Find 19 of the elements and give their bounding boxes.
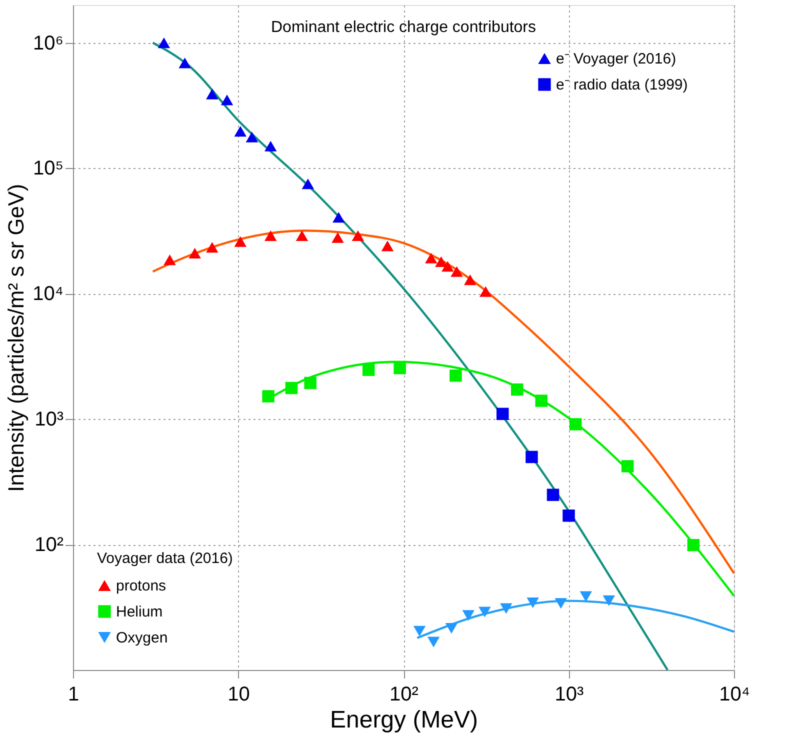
x-tick-label: 10 xyxy=(228,684,250,706)
x-tick-label: 10³ xyxy=(554,684,584,706)
text: Dominant electric charge contributors xyxy=(270,19,536,36)
y-tick-label: 10³ xyxy=(34,408,64,431)
x-axis-title: Energy (MeV) xyxy=(330,706,478,734)
y-tick-label: 10⁵ xyxy=(32,158,64,180)
x-tick-label: 10² xyxy=(390,684,419,706)
legend-label: protons xyxy=(116,578,166,594)
legend-label: e⁻ radio data (1999) xyxy=(556,76,688,94)
legend-label: Helium xyxy=(116,604,163,620)
x-tick-label: 10⁴ xyxy=(719,684,750,706)
x-tick-label: 1 xyxy=(68,684,80,706)
y-tick-label: 10⁶ xyxy=(33,32,64,54)
legend-label: e⁻ Voyager (2016) xyxy=(556,50,676,68)
legend-title: Voyager data (2016) xyxy=(97,550,233,567)
y-tick-label: 10² xyxy=(34,534,64,556)
legend-label: Oxygen xyxy=(116,630,168,646)
y-axis-title: Intensity (particles/m² s sr GeV) xyxy=(4,184,29,492)
y-tick-label: 10⁴ xyxy=(32,283,64,306)
